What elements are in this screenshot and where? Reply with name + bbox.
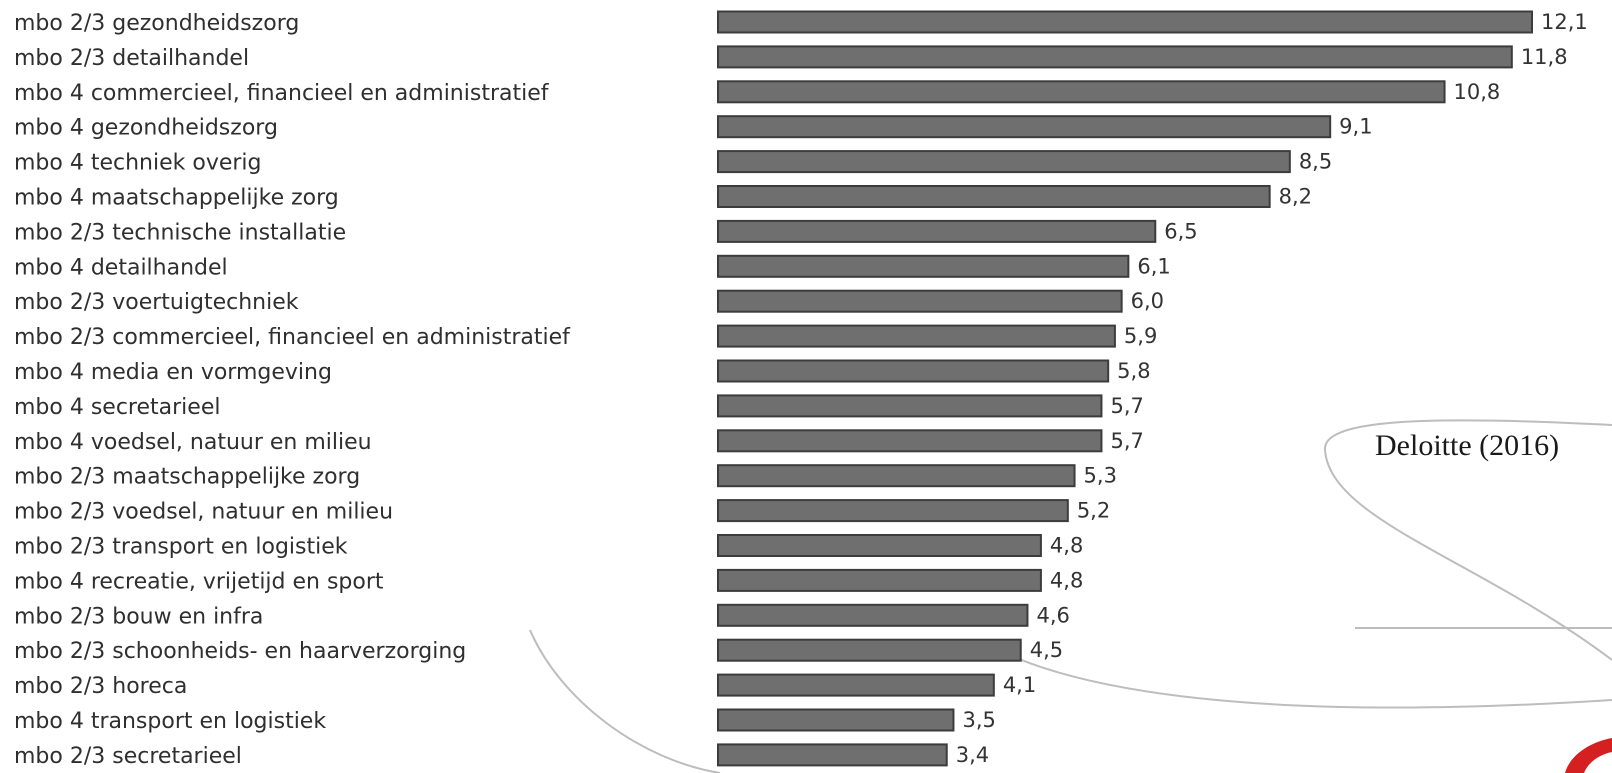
value-label: 4,6 (1036, 603, 1069, 627)
bar (717, 150, 1291, 174)
bar (717, 115, 1332, 139)
bar (717, 45, 1513, 69)
value-label: 6,1 (1137, 254, 1170, 278)
bar (717, 638, 1022, 662)
bar (717, 185, 1271, 208)
bar (717, 80, 1446, 104)
value-label: 5,9 (1124, 324, 1157, 348)
value-label: 5,2 (1077, 499, 1110, 523)
category-label: mbo 2/3 commercieel, financieel en admin… (14, 325, 571, 350)
bar (717, 254, 1130, 278)
category-label: mbo 2/3 schoonheids- en haarverzorging (14, 639, 466, 664)
category-label: mbo 2/3 bouw en infra (14, 604, 263, 629)
category-label: mbo 2/3 voedsel, natuur en milieu (14, 500, 393, 525)
category-label: mbo 2/3 gezondheidszorg (14, 11, 299, 36)
bar (717, 324, 1116, 348)
value-label: 4,8 (1050, 534, 1083, 558)
category-label: mbo 2/3 technische installatie (14, 220, 346, 245)
value-label: 3,5 (962, 708, 995, 732)
bar (717, 708, 955, 732)
swoosh-curve-left (529, 629, 721, 773)
value-label: 9,1 (1339, 115, 1372, 139)
category-label: mbo 4 techniek overig (14, 151, 262, 176)
category-label: mbo 2/3 secretarieel (14, 744, 242, 769)
bar (717, 499, 1069, 523)
logo-fragment (1565, 738, 1612, 773)
bar (717, 534, 1042, 557)
category-label: mbo 4 detailhandel (14, 255, 228, 280)
value-label: 3,4 (956, 743, 989, 767)
bar (717, 359, 1110, 383)
bar (717, 603, 1029, 627)
category-label: mbo 4 transport en logistiek (14, 709, 326, 734)
value-label: 5,3 (1084, 464, 1117, 488)
source-annotation: Deloitte (2016) (1375, 429, 1559, 462)
value-label: 4,5 (1030, 638, 1063, 662)
category-label: mbo 4 gezondheidszorg (14, 116, 278, 141)
category-label: mbo 4 voedsel, natuur en milieu (14, 430, 372, 455)
category-label: mbo 4 recreatie, vrijetijd en sport (14, 569, 384, 594)
value-label: 5,7 (1110, 429, 1143, 453)
bar (717, 10, 1533, 34)
value-label: 5,7 (1110, 394, 1143, 418)
bar (717, 743, 948, 767)
bar (717, 568, 1042, 592)
swoosh-curve-large (1323, 419, 1612, 661)
category-labels: mbo 2/3 gezondheidszorg mbo 2/3 detailhan… (14, 11, 571, 769)
background-decoration (529, 419, 1612, 773)
category-label: mbo 4 media en vormgeving (14, 360, 332, 385)
value-label: 6,5 (1164, 219, 1197, 243)
value-labels: 12,1 11,8 10,8 9,1 8,5 8,2 6,5 6,1 6,0 5,9 5,8 5,7 5… (956, 10, 1588, 767)
category-label: mbo 2/3 transport en logistiek (14, 535, 348, 560)
category-label: mbo 2/3 horeca (14, 674, 187, 699)
value-label: 5,8 (1117, 359, 1150, 383)
bar (717, 464, 1076, 488)
bar (717, 219, 1157, 243)
value-label: 11,8 (1521, 45, 1568, 69)
value-label: 4,1 (1003, 673, 1036, 697)
bar (717, 429, 1103, 453)
category-label: mbo 2/3 maatschappelijke zorg (14, 465, 360, 490)
category-label: mbo 4 commercieel, financieel en adminis… (14, 81, 550, 106)
swoosh-curve-lower (979, 639, 1612, 709)
value-label: 12,1 (1541, 10, 1588, 34)
bars (717, 10, 1533, 767)
value-label: 4,8 (1050, 568, 1083, 592)
value-label: 6,0 (1131, 289, 1164, 313)
category-label: mbo 2/3 detailhandel (14, 46, 249, 71)
bar (717, 394, 1103, 418)
value-label: 8,5 (1299, 150, 1332, 174)
value-label: 8,2 (1279, 185, 1312, 209)
value-label: 10,8 (1454, 80, 1501, 104)
category-label: mbo 4 secretarieel (14, 395, 220, 420)
category-label: mbo 2/3 voertuigtechniek (14, 290, 299, 315)
category-label: mbo 4 maatschappelijke zorg (14, 186, 339, 211)
bar (717, 673, 995, 697)
bar (717, 289, 1123, 313)
